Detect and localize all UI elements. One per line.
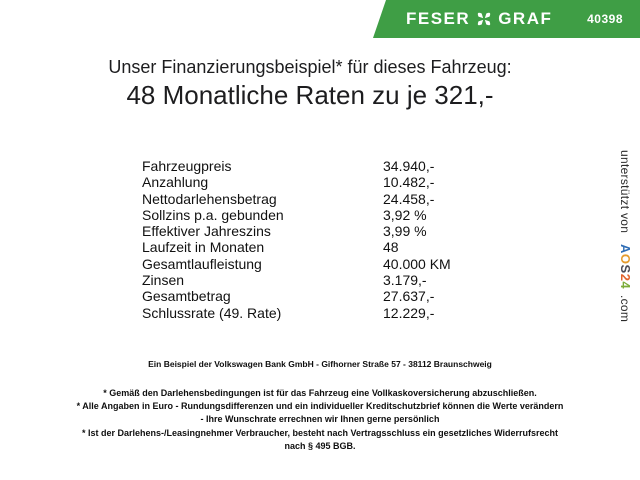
legal-line: * Alle Angaben in Euro - Rundungsdiffere…	[76, 401, 564, 412]
legal-line: nach § 495 BGB.	[284, 440, 356, 451]
page-title: Unser Finanzierungsbeispiel* für dieses …	[108, 57, 512, 77]
row-label: Fahrzeugpreis	[142, 158, 232, 174]
row-label: Gesamtbetrag	[142, 288, 231, 305]
dealer-vehicle-number: 40398	[587, 12, 623, 26]
legal-line: * Gemäß den Darlehensbedingungen ist für…	[103, 388, 537, 398]
brand-name-left: FESER	[406, 9, 471, 28]
row-value: 27.637,-	[383, 288, 435, 305]
row-value: 10.482,-	[383, 174, 435, 191]
brand-logo: FESER GRAF	[406, 9, 552, 29]
row-value: 34.940,-	[383, 158, 435, 174]
aos24-domain-suffix: .com	[618, 294, 632, 322]
aos24-letter: 4	[618, 281, 633, 290]
row-value: 40.000 KM	[383, 255, 451, 272]
supported-by-text: unterstützt von	[618, 150, 632, 234]
brand-name-right: GRAF	[498, 9, 553, 28]
row-label: Anzahlung	[142, 174, 209, 191]
title-block: Unser Finanzierungsbeispiel* für dieses …	[0, 55, 620, 110]
row-label: Sollzins p.a. gebunden	[142, 206, 284, 223]
row-label: Laufzeit in Monaten	[142, 239, 265, 256]
clover-x-icon	[476, 11, 492, 27]
row-label: Zinsen	[142, 272, 185, 289]
row-value: 48	[383, 239, 399, 256]
row-value: 24.458,-	[383, 190, 435, 207]
legal-line: - Ihre Wunschrate errechnen wir Ihnen ge…	[200, 414, 440, 425]
supported-by-vertical-note: unterstützt von AOS24 .com	[618, 150, 633, 322]
finance-table: Fahrzeugpreis 34.940,- Anzahlung 10.482,…	[142, 158, 451, 321]
row-value: 3,92 %	[383, 206, 427, 223]
aos24-letter: S	[618, 264, 633, 274]
row-value: 3,99 %	[383, 223, 427, 240]
aos24-logo: AOS24	[618, 237, 633, 289]
legal-disclaimer-block: * Gemäß den Darlehensbedingungen ist für…	[0, 387, 640, 453]
aos24-letter: A	[618, 243, 633, 254]
brand-banner: FESER GRAF 40398	[373, 0, 640, 38]
aos24-letter: O	[618, 253, 633, 265]
row-label: Nettodarlehensbetrag	[142, 190, 277, 207]
aos24-letter: 2	[618, 273, 633, 282]
row-value: 3.179,-	[383, 272, 427, 289]
page-subtitle-rate: 48 Monatliche Raten zu je 321,-	[126, 80, 494, 110]
row-label: Effektiver Jahreszins	[142, 223, 271, 240]
legal-line: * Ist der Darlehens-/Leasingnehmer Verbr…	[81, 427, 559, 438]
row-label: Schlussrate (49. Rate)	[142, 304, 282, 321]
row-value: 12.229,-	[383, 304, 435, 321]
bank-example-line: Ein Beispiel der Volkswagen Bank GmbH - …	[148, 359, 492, 369]
row-label: Gesamtlaufleistung	[142, 255, 262, 272]
